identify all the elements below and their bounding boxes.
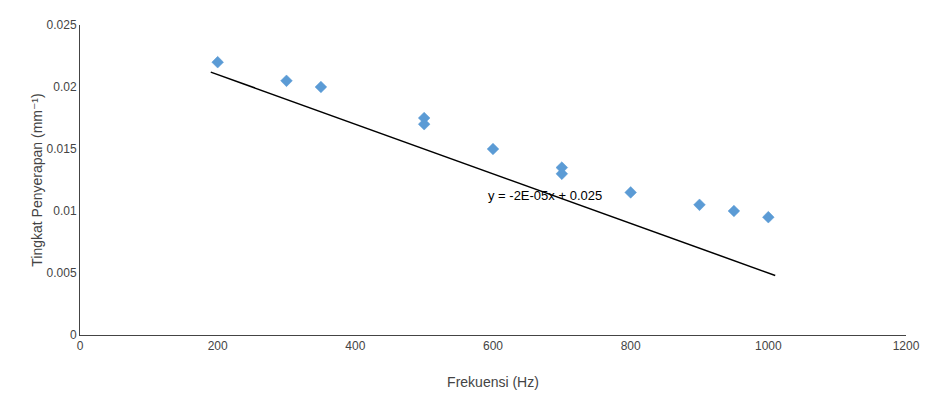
svg-text:y = -2E-05x + 0.025: y = -2E-05x + 0.025 <box>488 188 602 203</box>
svg-text:Frekuensi (Hz): Frekuensi (Hz) <box>447 374 539 390</box>
svg-text:0.015: 0.015 <box>47 142 77 156</box>
svg-text:600: 600 <box>483 339 503 353</box>
svg-text:800: 800 <box>621 339 641 353</box>
svg-text:200: 200 <box>208 339 228 353</box>
svg-text:0.01: 0.01 <box>53 204 77 218</box>
svg-text:0.025: 0.025 <box>47 18 77 32</box>
svg-text:1200: 1200 <box>893 339 920 353</box>
svg-text:0: 0 <box>70 328 77 342</box>
svg-text:400: 400 <box>345 339 365 353</box>
svg-text:0.005: 0.005 <box>47 266 77 280</box>
svg-text:0: 0 <box>77 339 84 353</box>
svg-text:0.02: 0.02 <box>53 80 77 94</box>
svg-text:Tingkat Penyerapan (mm⁻¹): Tingkat Penyerapan (mm⁻¹) <box>29 93 45 266</box>
svg-text:1000: 1000 <box>755 339 782 353</box>
